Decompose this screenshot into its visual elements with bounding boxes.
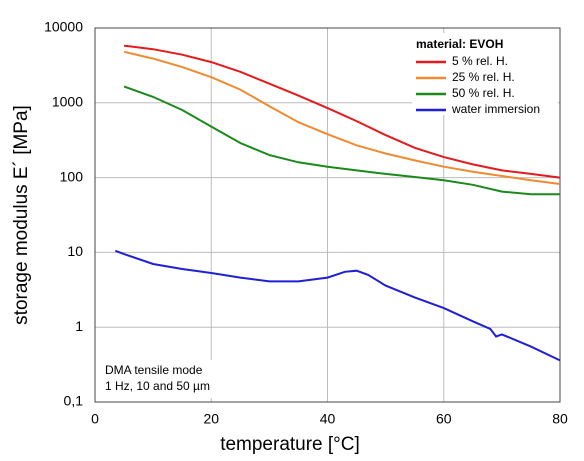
series-line (114, 249, 561, 362)
y-tick-label: 100 (60, 168, 84, 184)
y-tick-label: 1000 (52, 94, 83, 110)
y-tick-label: 1 (75, 318, 83, 334)
x-tick-label: 60 (436, 411, 452, 427)
y-axis-label: storage modulus E´ [MPa] (11, 105, 32, 325)
annotation: DMA tensile mode (105, 363, 203, 377)
y-tick-label: 10 (67, 243, 83, 259)
annotation: 1 Hz, 10 and 50 µm (105, 379, 210, 393)
x-tick-label: 80 (552, 411, 568, 427)
x-axis-label: temperature [°C] (220, 434, 360, 455)
legend-label: 5 % rel. H. (452, 54, 508, 68)
x-tick-label: 20 (203, 411, 219, 427)
legend-box (412, 33, 558, 115)
series-line (123, 50, 561, 185)
series-line (123, 85, 560, 196)
y-tick-label: 10000 (44, 19, 83, 35)
legend-title: material: EVOH (416, 37, 503, 51)
x-tick-label: 40 (320, 411, 336, 427)
x-tick-label: 0 (91, 411, 99, 427)
plot-frame (94, 27, 561, 403)
series-line (123, 44, 561, 179)
legend-label: 50 % rel. H. (452, 86, 515, 100)
y-tick-label: 0,1 (64, 393, 84, 409)
legend-label: 25 % rel. H. (452, 70, 515, 84)
annotation-box (98, 360, 238, 398)
legend-label: water immersion (451, 102, 540, 116)
